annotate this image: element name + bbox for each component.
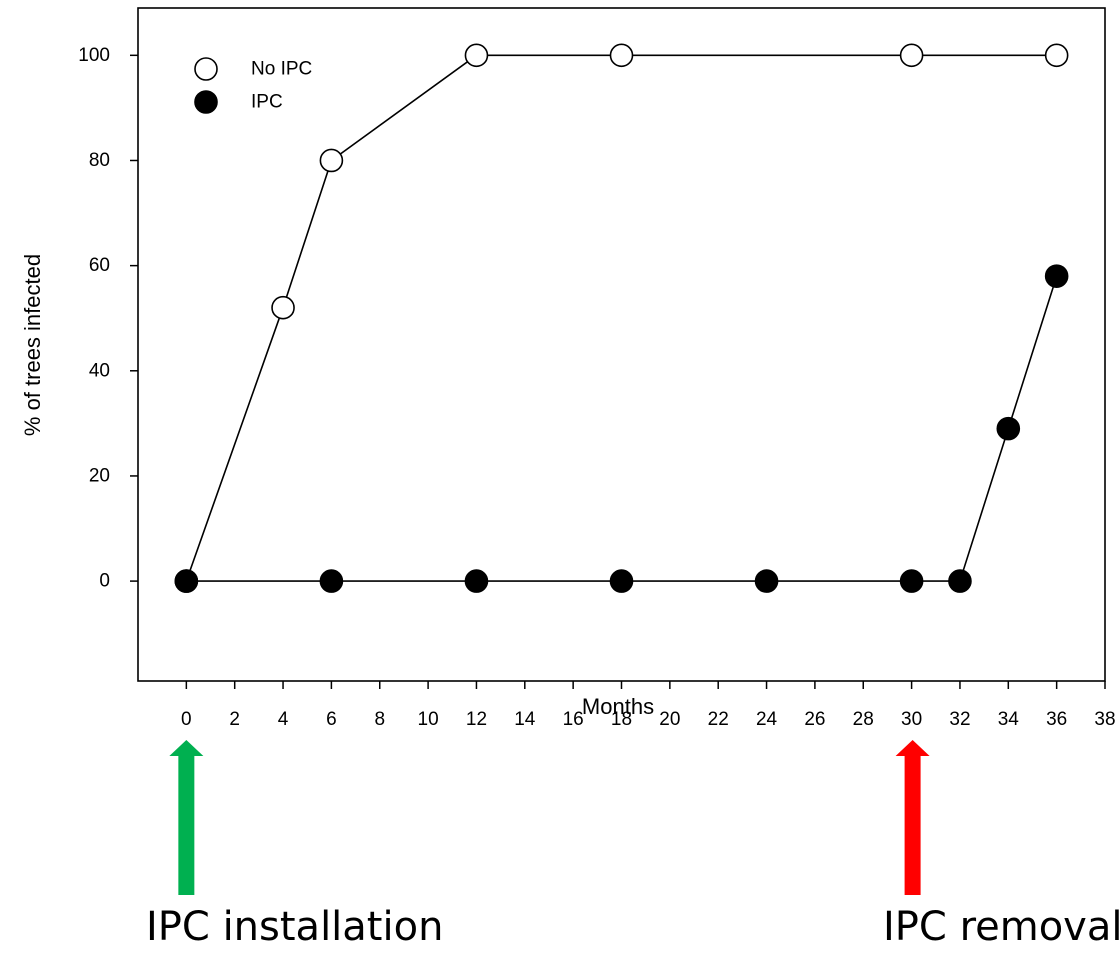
- legend-label-no-ipc: No IPC: [251, 59, 312, 80]
- data-point-no-ipc: [899, 43, 924, 68]
- x-tick-label: 16: [563, 709, 584, 730]
- data-point-no-ipc: [609, 43, 634, 68]
- data-point-ipc: [174, 569, 199, 593]
- x-tick-label: 6: [326, 709, 337, 730]
- y-tick-label: 40: [89, 360, 110, 381]
- annotation-label-installation: IPC installation: [146, 904, 443, 950]
- series-layer: [174, 43, 1069, 593]
- x-tick-label: 20: [659, 709, 680, 730]
- y-tick-label: 80: [89, 150, 110, 171]
- x-tick-label: 10: [418, 709, 439, 730]
- y-axis: 0 20 40 60 80 100: [78, 45, 138, 592]
- data-point-ipc: [948, 569, 972, 593]
- x-tick-label: 28: [853, 709, 874, 730]
- x-tick-label: 14: [514, 709, 536, 730]
- y-tick-label: 0: [99, 571, 110, 592]
- x-tick-label: 18: [611, 709, 632, 730]
- y-axis-title: % of trees infected: [20, 254, 45, 436]
- data-point-ipc: [899, 569, 924, 593]
- data-point-ipc: [464, 569, 489, 593]
- annotation-installation: IPC installation: [146, 740, 443, 950]
- series-line-no-ipc: [185, 54, 1057, 582]
- x-tick-label: 24: [756, 709, 778, 730]
- up-arrow-icon: [895, 740, 930, 895]
- data-point-ipc: [754, 569, 779, 593]
- legend: No IPC IPC: [194, 57, 312, 114]
- x-tick-label: 34: [998, 709, 1020, 730]
- up-arrow-icon: [169, 740, 204, 895]
- x-tick-label: 38: [1094, 709, 1115, 730]
- legend-marker-ipc: [194, 90, 218, 114]
- legend-marker-no-ipc: [194, 57, 218, 81]
- y-tick-label: 20: [89, 465, 110, 486]
- x-tick-label: 2: [229, 709, 240, 730]
- y-tick-label: 100: [78, 45, 110, 66]
- x-tick-label: 30: [901, 709, 922, 730]
- data-point-no-ipc: [271, 295, 295, 320]
- x-axis-title: Months: [582, 694, 654, 719]
- x-tick-label: 32: [949, 709, 970, 730]
- data-point-ipc: [319, 569, 344, 593]
- x-tick-label: 22: [708, 709, 729, 730]
- data-point-no-ipc: [1044, 43, 1069, 68]
- x-axis: 0 2 4 6 8 10 12 14 16 18 20 22 24 26 28 30 32 34 36 38: [181, 681, 1116, 730]
- annotation-label-removal: IPC removal: [883, 904, 1119, 950]
- x-tick-label: 4: [278, 709, 289, 730]
- series-line-ipc: [186, 275, 1058, 582]
- data-point-ipc: [609, 569, 634, 593]
- annotations: IPC installation IPC removal: [146, 740, 1119, 950]
- x-tick-label: 26: [804, 709, 825, 730]
- annotation-removal: IPC removal: [883, 740, 1119, 950]
- x-tick-label: 36: [1046, 709, 1067, 730]
- data-point-no-ipc: [464, 43, 489, 68]
- x-tick-label: 0: [181, 709, 192, 730]
- x-tick-label: 8: [374, 709, 385, 730]
- series-markers: [174, 43, 1069, 593]
- data-point-no-ipc: [319, 148, 344, 173]
- legend-label-ipc: IPC: [251, 92, 283, 113]
- x-tick-label: 12: [466, 709, 487, 730]
- series-lines: [185, 54, 1058, 582]
- y-tick-label: 60: [89, 255, 110, 276]
- data-point-ipc: [996, 416, 1021, 441]
- data-point-ipc: [1044, 264, 1069, 288]
